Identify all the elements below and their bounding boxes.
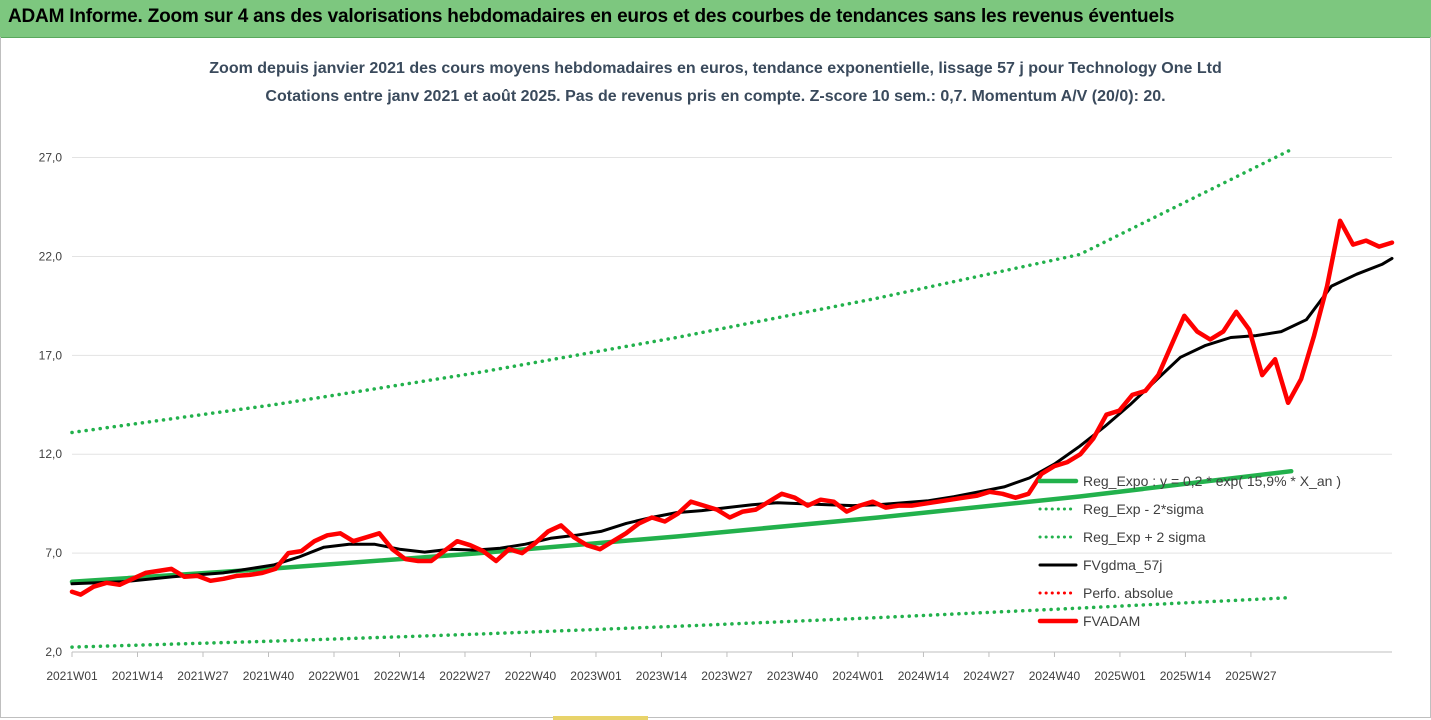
x-tick-label: 2025W27 — [1225, 669, 1277, 683]
y-tick-label: 7,0 — [45, 546, 62, 560]
x-tick-label: 2021W40 — [243, 669, 295, 683]
x-tick-label: 2021W27 — [177, 669, 229, 683]
legend-label: Perfo. absolue — [1083, 585, 1173, 601]
y-tick-label: 27,0 — [39, 151, 63, 165]
x-tick-label: 2023W01 — [570, 669, 622, 683]
legend-label: Reg_Exp - 2*sigma — [1083, 501, 1204, 517]
chart-title: Zoom depuis janvier 2021 des cours moyen… — [209, 60, 1222, 77]
x-tick-label: 2021W14 — [112, 669, 164, 683]
legend-label: FVADAM — [1083, 613, 1140, 629]
x-tick-label: 2025W01 — [1094, 669, 1146, 683]
x-tick-label: 2024W40 — [1029, 669, 1081, 683]
x-tick-label: 2023W14 — [636, 669, 688, 683]
x-tick-label: 2022W01 — [308, 669, 360, 683]
x-tick-label: 2022W40 — [505, 669, 557, 683]
x-tick-label: 2023W27 — [701, 669, 753, 683]
legend-label: Reg_Exp + 2 sigma — [1083, 529, 1206, 545]
y-tick-label: 17,0 — [39, 348, 63, 362]
x-tick-label: 2021W01 — [46, 669, 98, 683]
x-tick-label: 2022W27 — [439, 669, 491, 683]
banner-title: ADAM Informe. Zoom sur 4 ans des valoris… — [8, 6, 1175, 27]
series-line-fvgdma_57j — [70, 256, 1394, 586]
x-tick-label: 2024W27 — [963, 669, 1015, 683]
chart-subtitle: Cotations entre janv 2021 et août 2025. … — [265, 88, 1166, 105]
sheet-tab-marker — [553, 716, 648, 720]
legend-label: Reg_Expo : y = 0,2 * exp( 15,9% * X_an ) — [1083, 473, 1341, 489]
y-tick-label: 12,0 — [39, 447, 63, 461]
series-line-reg_exp — [70, 595, 1293, 649]
x-tick-label: 2024W14 — [898, 669, 950, 683]
legend-label: FVgdma_57j — [1083, 557, 1162, 573]
series-line-reg_exp — [70, 147, 1293, 435]
y-tick-label: 2,0 — [45, 645, 62, 659]
x-tick-label: 2024W01 — [832, 669, 884, 683]
x-tick-label: 2022W14 — [374, 669, 426, 683]
report-banner: ADAM Informe. Zoom sur 4 ans des valoris… — [0, 0, 1431, 38]
y-tick-label: 22,0 — [39, 249, 63, 263]
x-tick-label: 2023W40 — [767, 669, 819, 683]
series-line-fvadam — [69, 218, 1395, 597]
x-tick-label: 2025W14 — [1160, 669, 1212, 683]
